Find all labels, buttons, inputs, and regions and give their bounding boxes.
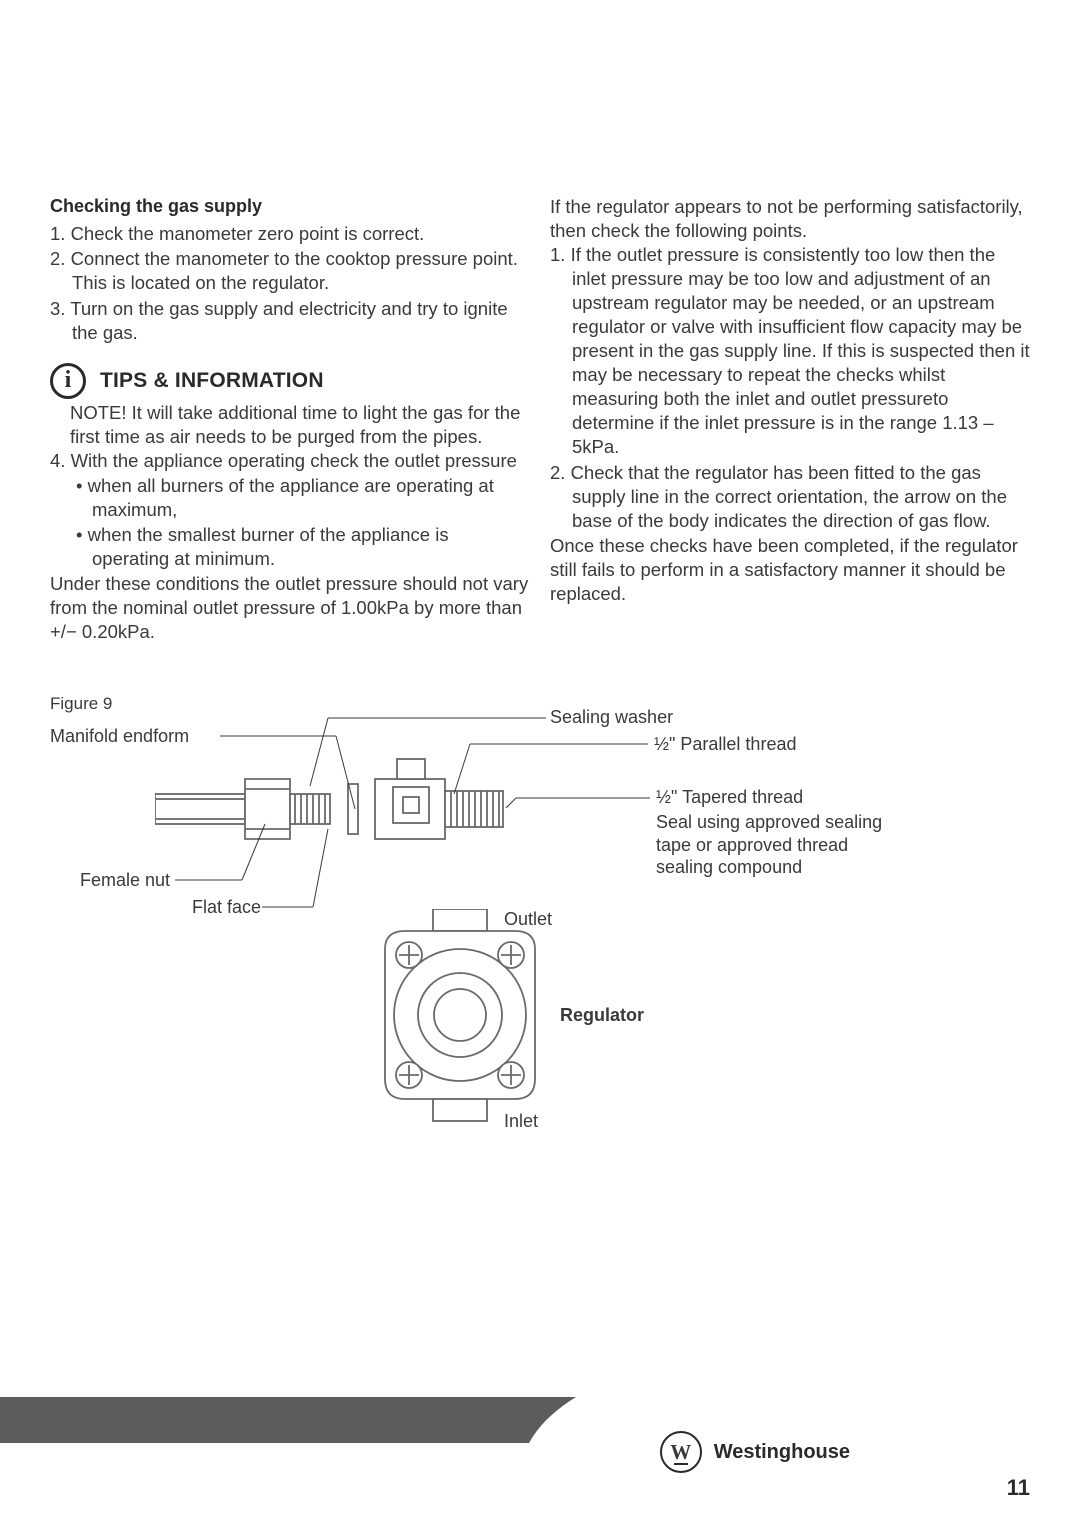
right-intro: If the regulator appears to not be perfo… bbox=[550, 195, 1030, 243]
troubleshoot-end: Once these checks have been completed, i… bbox=[550, 534, 1030, 606]
troubleshoot-2: 2. Check that the regulator has been fit… bbox=[550, 461, 1030, 533]
step-4-list: 4. With the appliance operating check th… bbox=[50, 449, 530, 473]
gas-supply-steps: 1. Check the manometer zero point is cor… bbox=[50, 222, 530, 344]
troubleshoot-steps: 1. If the outlet pressure is consistentl… bbox=[550, 243, 1030, 533]
step-1: 1. Check the manometer zero point is cor… bbox=[50, 222, 530, 246]
step-4-bullets: • when all burners of the appliance are … bbox=[50, 474, 530, 571]
label-sealing-washer: Sealing washer bbox=[550, 707, 673, 728]
tips-row: i TIPS & INFORMATION bbox=[50, 363, 530, 399]
text-columns: Checking the gas supply 1. Check the man… bbox=[50, 195, 1030, 644]
left-column: Checking the gas supply 1. Check the man… bbox=[50, 195, 530, 644]
bullet-min: • when the smallest burner of the applia… bbox=[74, 523, 530, 571]
right-column: If the regulator appears to not be perfo… bbox=[550, 195, 1030, 644]
page-content: Checking the gas supply 1. Check the man… bbox=[0, 0, 1080, 1194]
outlet-pressure-note: Under these conditions the outlet pressu… bbox=[50, 572, 530, 644]
figure-9: Figure 9 bbox=[50, 694, 1030, 1194]
page-footer: W Westinghouse 11 bbox=[0, 1357, 1080, 1527]
label-seal-note: Seal using approved sealing tape or appr… bbox=[656, 811, 886, 879]
step-3: 3. Turn on the gas supply and electricit… bbox=[50, 297, 530, 345]
label-regulator: Regulator bbox=[560, 1005, 644, 1026]
label-manifold: Manifold endform bbox=[50, 726, 189, 747]
troubleshoot-1: 1. If the outlet pressure is consistentl… bbox=[550, 243, 1030, 459]
label-parallel-thread: ½" Parallel thread bbox=[654, 734, 796, 755]
step-2: 2. Connect the manometer to the cooktop … bbox=[50, 247, 530, 295]
bullet-max: • when all burners of the appliance are … bbox=[74, 474, 530, 522]
info-icon: i bbox=[50, 363, 86, 399]
westinghouse-logo-icon: W bbox=[660, 1431, 702, 1473]
label-outlet: Outlet bbox=[504, 909, 552, 930]
label-tapered-thread: ½" Tapered thread bbox=[656, 787, 803, 808]
label-flat-face: Flat face bbox=[192, 897, 261, 918]
brand: W Westinghouse bbox=[660, 1431, 850, 1473]
tips-title: TIPS & INFORMATION bbox=[100, 367, 324, 394]
brand-name: Westinghouse bbox=[714, 1441, 850, 1464]
label-inlet: Inlet bbox=[504, 1111, 538, 1132]
label-female-nut: Female nut bbox=[80, 870, 170, 891]
tips-note: NOTE! It will take additional time to li… bbox=[50, 401, 530, 449]
gas-supply-heading: Checking the gas supply bbox=[50, 195, 530, 218]
page-number: 11 bbox=[1007, 1475, 1030, 1501]
step-4: 4. With the appliance operating check th… bbox=[50, 449, 530, 473]
leader-lines bbox=[50, 694, 1030, 1194]
